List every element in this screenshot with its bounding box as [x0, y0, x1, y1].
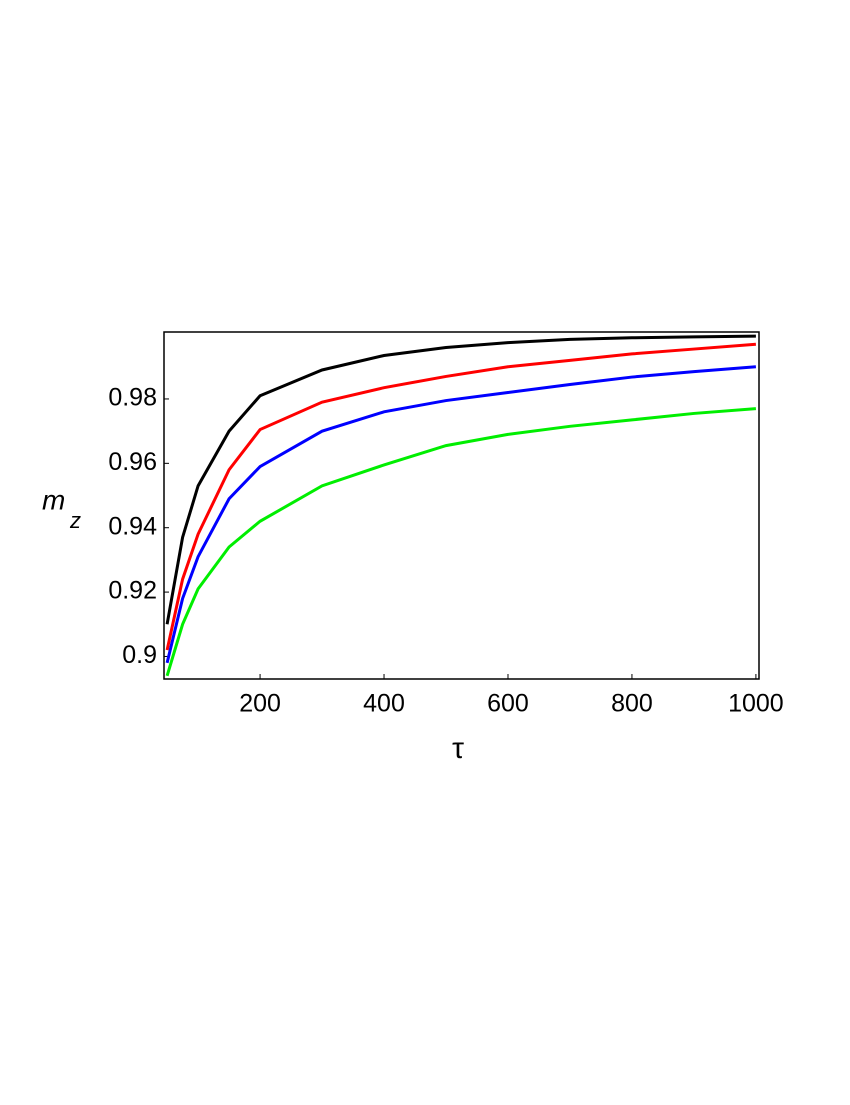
x-axis-label: τ	[452, 732, 464, 765]
plot-frame	[163, 331, 760, 680]
x-tick-label: 400	[363, 690, 405, 718]
y-tick-label: 0.9	[122, 641, 157, 669]
line-series	[165, 334, 756, 625]
y-tick-label: 0.98	[108, 384, 157, 412]
x-tick-label: 1000	[728, 690, 784, 718]
y-axis-label: m	[42, 484, 65, 515]
y-tick-label: 0.96	[108, 448, 157, 476]
y-axis-label-subscript: z	[69, 508, 81, 533]
line-series	[165, 407, 757, 677]
line-series	[165, 342, 757, 651]
x-tick-label: 200	[239, 690, 281, 718]
x-tick-label: 600	[487, 690, 529, 718]
y-tick-label: 0.94	[108, 512, 157, 540]
y-tick-label: 0.92	[108, 577, 157, 605]
x-tick-label: 800	[611, 690, 653, 718]
line-series	[165, 365, 757, 664]
